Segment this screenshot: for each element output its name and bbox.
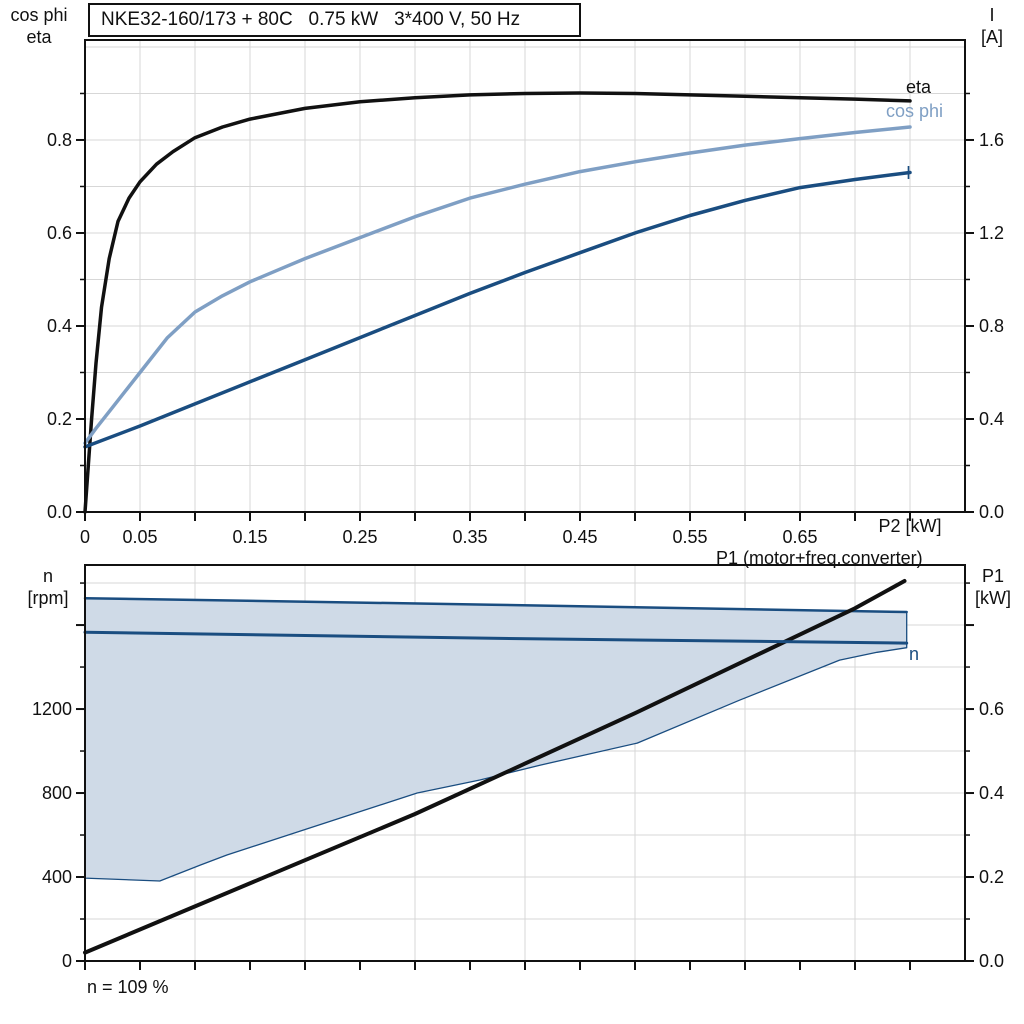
curve-label-n: n [909,644,920,664]
right-axis-title-current-unit: [A] [980,27,1003,47]
left-axis-title-speed-unit: [rpm] [27,588,69,608]
svg-text:0.45: 0.45 [562,527,597,547]
svg-text:0.6: 0.6 [47,223,72,243]
svg-text:0.8: 0.8 [47,130,72,150]
speed-percentage-note: n = 109 % [87,977,169,997]
svg-text:0.0: 0.0 [47,502,72,522]
svg-text:0.0: 0.0 [979,951,1004,971]
curve-label-cosphi: cos phi [886,101,944,121]
p2-axis-label: P2 [kW] [878,516,942,536]
svg-text:0.05: 0.05 [122,527,157,547]
svg-text:0.15: 0.15 [232,527,267,547]
left-axis-title-eta: eta [26,27,52,47]
left-axis-title-cosphi: cos phi [10,5,68,25]
svg-text:0: 0 [62,951,72,971]
svg-text:1.2: 1.2 [979,223,1004,243]
svg-text:0.25: 0.25 [342,527,377,547]
svg-text:0.0: 0.0 [979,502,1004,522]
svg-text:0.6: 0.6 [979,699,1004,719]
right-axis-title-p1: P1 [981,566,1005,586]
chart-title-box: NKE32-160/173 + 80C 0.75 kW 3*400 V, 50 … [88,3,581,37]
right-axis-title-current: I [989,5,995,25]
svg-text:400: 400 [42,867,72,887]
svg-text:0.4: 0.4 [47,316,72,336]
svg-text:800: 800 [42,783,72,803]
svg-text:0: 0 [80,527,90,547]
svg-text:0.4: 0.4 [979,783,1004,803]
svg-text:1200: 1200 [32,699,72,719]
svg-text:0.35: 0.35 [452,527,487,547]
svg-text:0.55: 0.55 [672,527,707,547]
svg-text:0.65: 0.65 [782,527,817,547]
p1-curve-annotation: P1 (motor+freq.converter) [716,548,923,568]
svg-text:1.6: 1.6 [979,130,1004,150]
svg-text:0.2: 0.2 [47,409,72,429]
curve-label-eta: eta [906,77,932,97]
svg-text:0.4: 0.4 [979,409,1004,429]
svg-text:0.8: 0.8 [979,316,1004,336]
right-axis-title-p1-unit: [kW] [975,588,1011,608]
svg-text:0.2: 0.2 [979,867,1004,887]
curve-label-current: I [906,163,912,183]
left-axis-title-speed: n [42,566,53,586]
